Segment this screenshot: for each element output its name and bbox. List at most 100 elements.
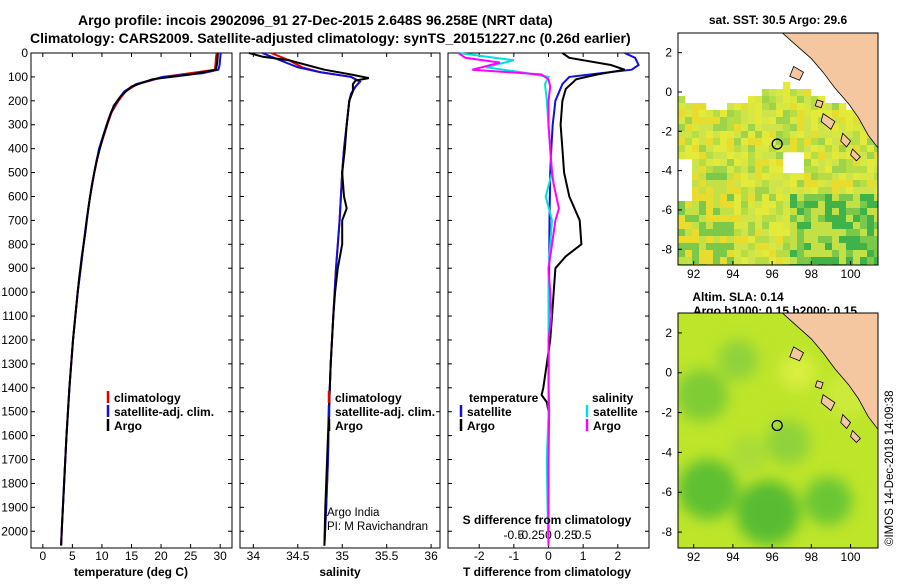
sst-cell (706, 166, 714, 174)
sst-cell (867, 180, 875, 188)
sst-cell (776, 159, 784, 167)
x-tick-label: 5 (69, 549, 76, 563)
sst-cell (825, 194, 833, 202)
sst-cell (685, 236, 693, 244)
map-y-tick-label: 0 (665, 366, 672, 380)
map-y-tick-label: -6 (661, 203, 672, 217)
sst-cell (769, 117, 777, 125)
sst-cell (853, 215, 861, 223)
land-island (820, 393, 836, 412)
sst-cell (769, 103, 777, 111)
sst-cell (860, 250, 868, 258)
sst-cell (797, 215, 805, 223)
sst-cell (853, 229, 861, 237)
sst-cell (748, 131, 756, 139)
sst-cell (874, 208, 878, 216)
sst-cell (678, 145, 686, 153)
sst-cell (825, 138, 833, 146)
sst-cell (713, 187, 721, 195)
sst-cell (832, 208, 840, 216)
sst-cell (727, 194, 735, 202)
sst-cell (846, 152, 854, 160)
sst-cell (699, 124, 707, 132)
sst-cell (811, 187, 819, 195)
y-tick-label: 1700 (1, 453, 28, 467)
sst-cell (825, 145, 833, 153)
map-x-tick-label: 98 (805, 550, 819, 564)
sst-cell (720, 208, 728, 216)
sst-cell (839, 243, 847, 251)
sst-cell (720, 187, 728, 195)
sst-cell (776, 215, 784, 223)
sst-cell (692, 250, 700, 258)
y-tick-label: 1400 (1, 381, 28, 395)
sst-cell (853, 201, 861, 209)
sst-cell (839, 250, 847, 258)
sst-cell (692, 159, 700, 167)
sst-cell (699, 250, 707, 258)
sst-cell (860, 257, 868, 265)
sst-cell (727, 229, 735, 237)
sst-cell (776, 166, 784, 174)
t-difference-xlabel: T difference from climatology (463, 565, 631, 579)
sst-cell (685, 229, 693, 237)
sst-cell (867, 194, 875, 202)
sst-cell (825, 257, 833, 265)
sst-cell (790, 187, 798, 195)
sst-cell (797, 194, 805, 202)
sst-cell (790, 180, 798, 188)
sst-cell (818, 187, 826, 195)
sst-cell (860, 166, 868, 174)
x-tick-label: 2 (614, 549, 621, 563)
sst-cell (748, 173, 756, 181)
sst-cell (741, 201, 749, 209)
s-difference-label: S difference from climatology (463, 513, 632, 527)
sst-cell (860, 131, 868, 139)
sst-cell (846, 215, 854, 223)
sst-cell (734, 145, 742, 153)
sst-cell (874, 222, 878, 230)
sst-cell (699, 138, 707, 146)
sst-cell (818, 215, 826, 223)
sst-cell (692, 110, 700, 118)
sst-cell (783, 173, 791, 181)
sst-cell (783, 194, 791, 202)
sst-cell (776, 229, 784, 237)
sst-cell (783, 201, 791, 209)
sst-cell (706, 152, 714, 160)
sst-cell (846, 201, 854, 209)
sst-cell (685, 103, 693, 111)
sst-cell (818, 152, 826, 160)
sst-cell (762, 117, 770, 125)
argo-position-marker (771, 138, 783, 150)
sst-cell (790, 124, 798, 132)
sst-cell (713, 194, 721, 202)
sst-cell (811, 222, 819, 230)
sst-cell (867, 173, 875, 181)
sst-cell (860, 208, 868, 216)
sst-cell (860, 173, 868, 181)
sst-cell (755, 187, 763, 195)
sla-blob (780, 353, 816, 390)
sst-cell (699, 110, 707, 118)
sst-cell (713, 166, 721, 174)
sst-cell (699, 152, 707, 160)
sst-cell (825, 166, 833, 174)
sst-cell (853, 138, 861, 146)
sst-cell (748, 124, 756, 132)
sst-cell (706, 201, 714, 209)
sst-cell (797, 250, 805, 258)
sst-cell (818, 159, 826, 167)
sst-cell (790, 173, 798, 181)
sst-cell (678, 201, 686, 209)
sst-cell (839, 166, 847, 174)
map-x-tick-label: 100 (841, 550, 861, 564)
sst-cell (762, 96, 770, 104)
sst-cell (874, 159, 878, 167)
y-tick-label: 600 (8, 189, 28, 203)
map-x-tick-label: 100 (841, 267, 861, 281)
sst-cell (818, 229, 826, 237)
sst-cell (769, 229, 777, 237)
sst-cell (699, 187, 707, 195)
